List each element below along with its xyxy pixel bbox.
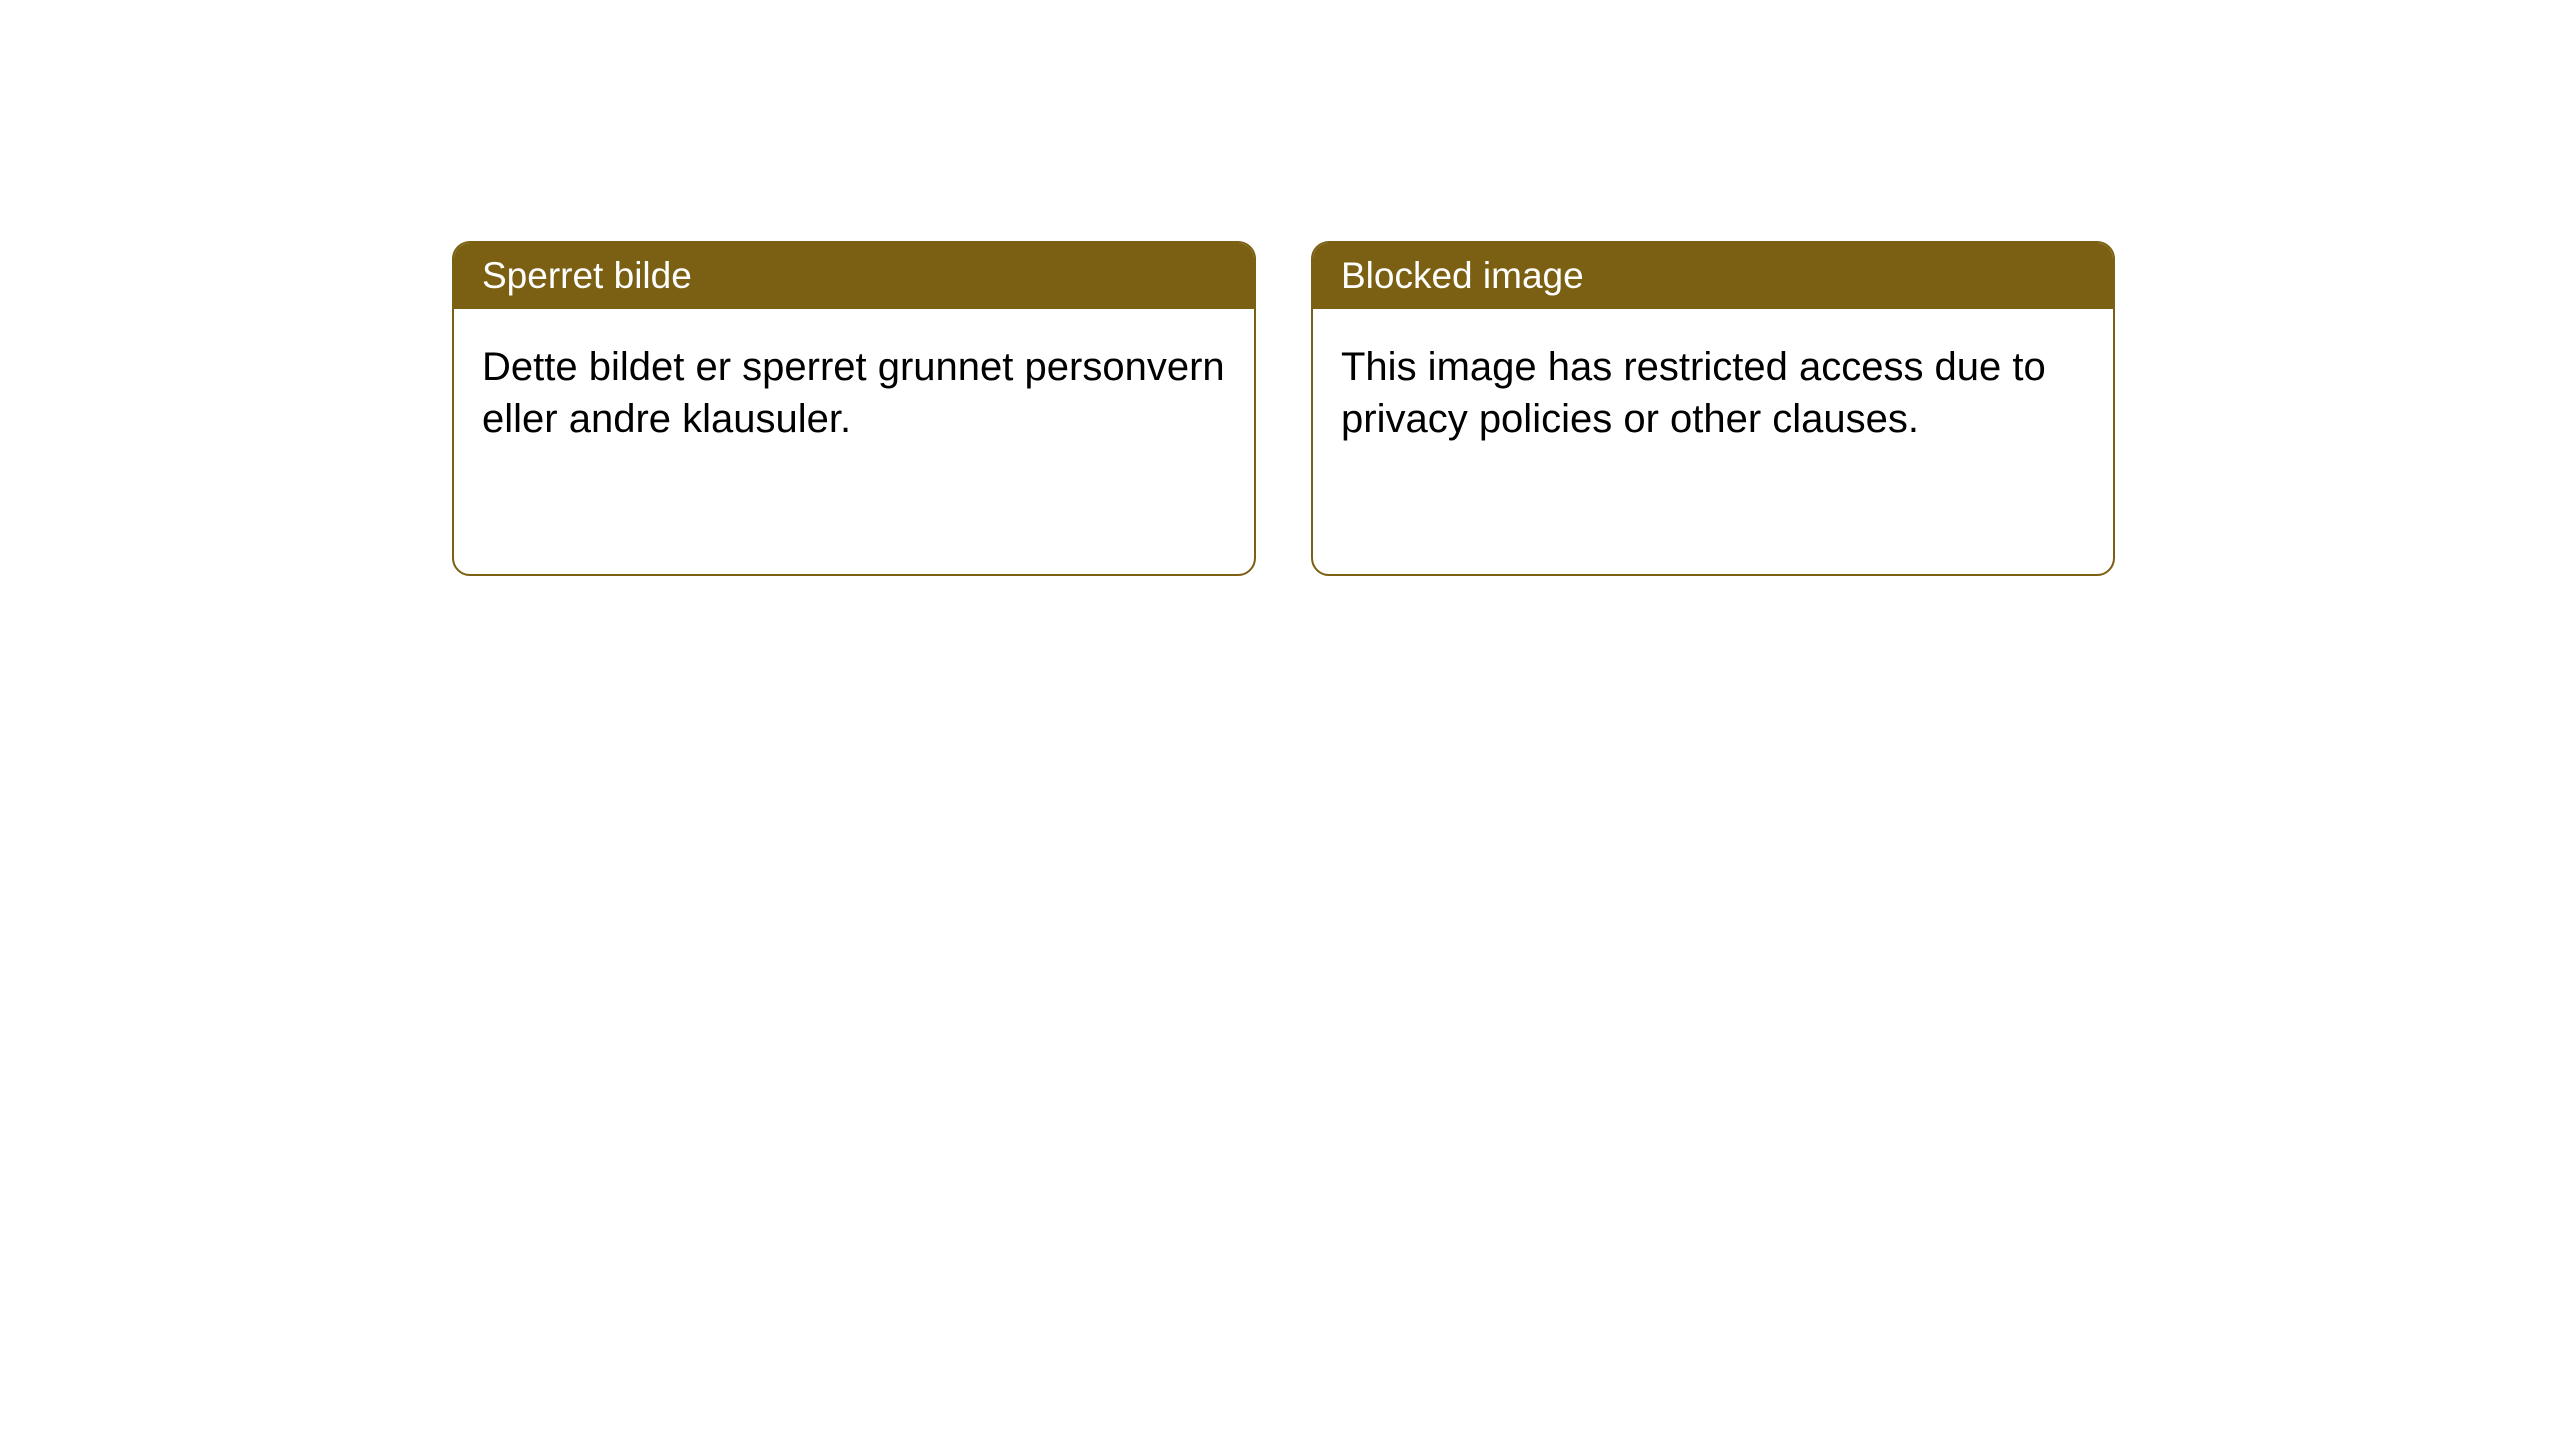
card-body: Dette bildet er sperret grunnet personve… (454, 309, 1254, 477)
blocked-card-english: Blocked image This image has restricted … (1311, 241, 2115, 576)
blocked-image-cards: Sperret bilde Dette bildet er sperret gr… (452, 241, 2115, 576)
card-body: This image has restricted access due to … (1313, 309, 2113, 477)
card-header: Sperret bilde (454, 243, 1254, 309)
blocked-card-norwegian: Sperret bilde Dette bildet er sperret gr… (452, 241, 1256, 576)
card-header: Blocked image (1313, 243, 2113, 309)
